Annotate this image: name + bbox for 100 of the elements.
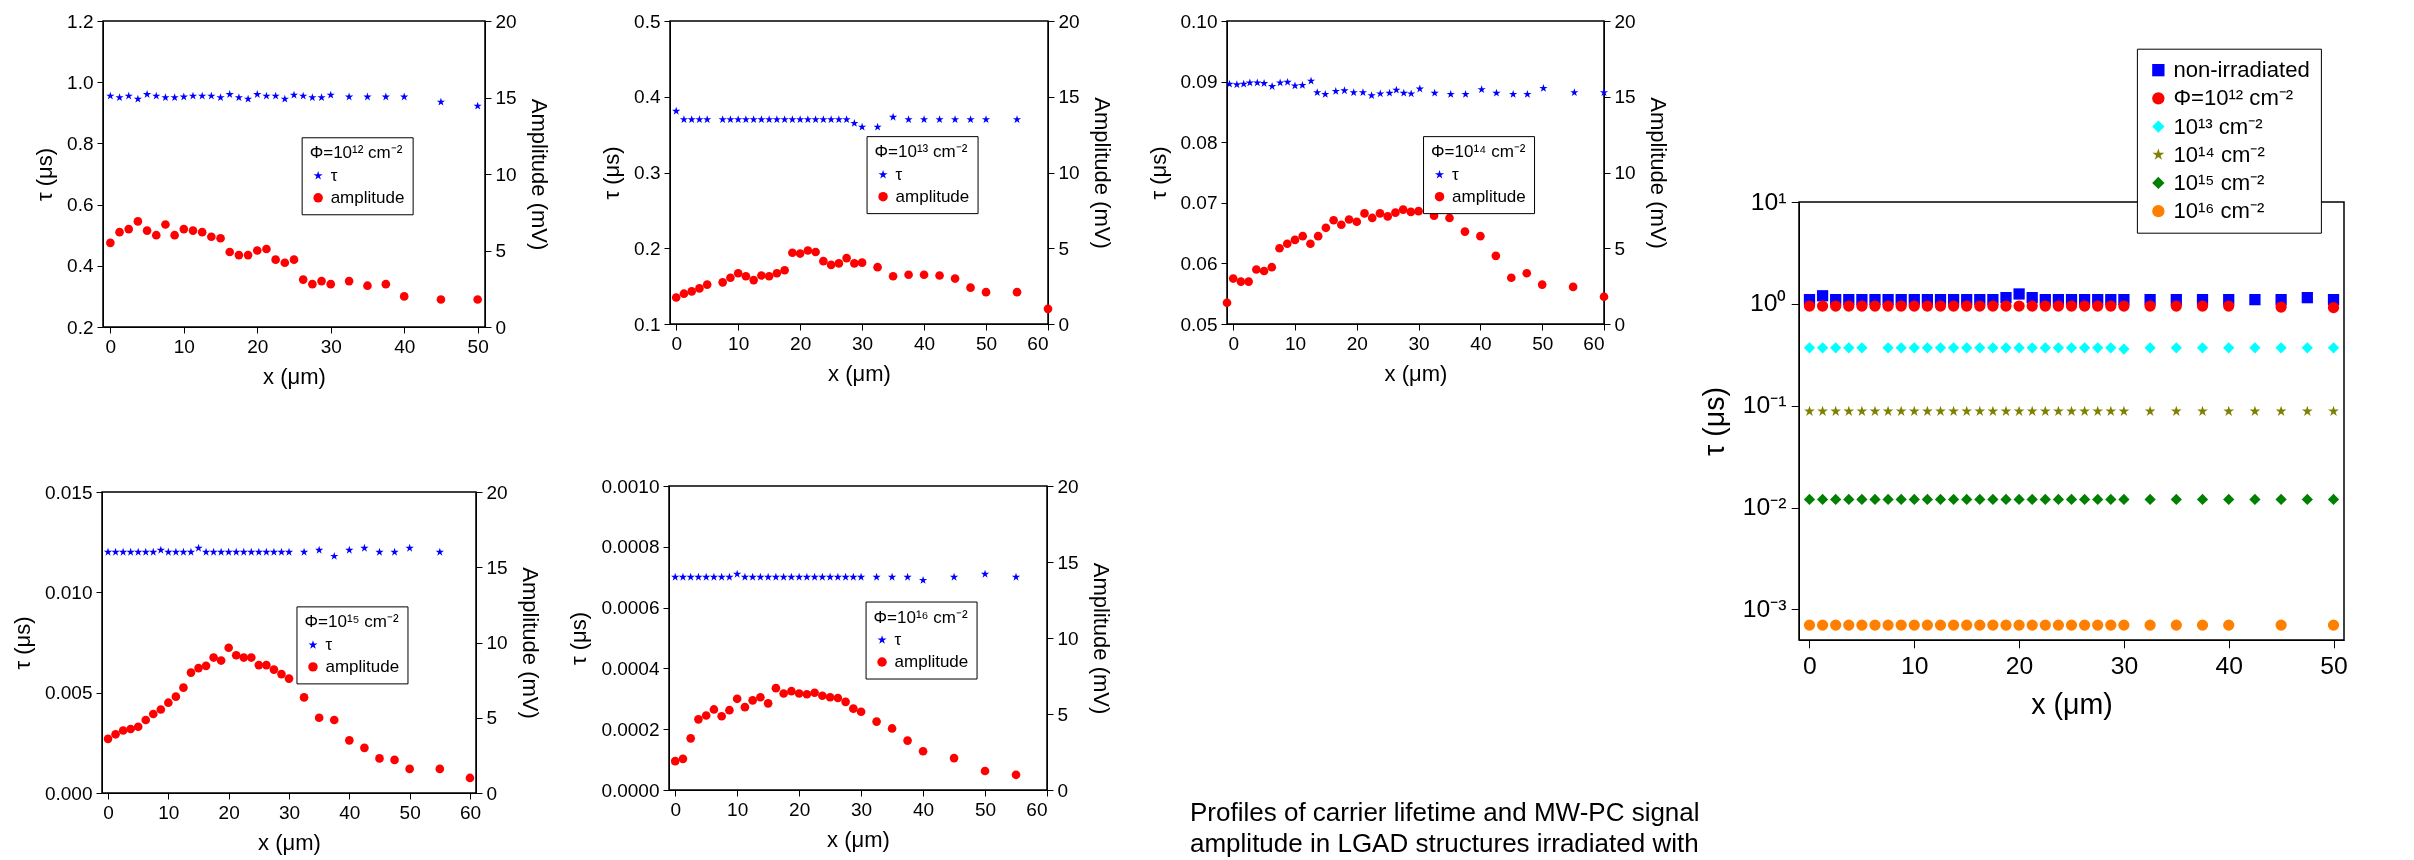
point <box>788 248 797 258</box>
y-tick-label: 0.08 <box>1180 131 1218 153</box>
point <box>787 686 796 696</box>
y2-tick-label: 5 <box>1614 237 1626 259</box>
x-tick-label: 20 <box>2005 651 2034 679</box>
x-tick-label: 40 <box>394 335 416 357</box>
point <box>2327 342 2340 354</box>
point <box>243 250 253 260</box>
point <box>1961 619 1973 631</box>
point <box>1331 86 1340 95</box>
legend-label: τ <box>330 165 338 185</box>
point <box>1313 231 1323 241</box>
point <box>2275 493 2287 506</box>
point <box>702 280 712 289</box>
point <box>1568 282 1578 292</box>
point <box>2118 343 2130 355</box>
point <box>678 754 688 764</box>
point <box>2223 300 2235 312</box>
point <box>224 547 233 556</box>
y-tick-label: 0.0000 <box>601 779 660 801</box>
point <box>1987 342 1999 354</box>
legend-label: τ <box>895 164 903 184</box>
point <box>2000 300 2012 312</box>
point <box>317 93 326 101</box>
point <box>872 717 881 726</box>
point <box>810 688 819 698</box>
point <box>1947 300 1960 312</box>
point <box>2000 619 2012 631</box>
point <box>679 289 689 299</box>
point <box>2039 619 2051 631</box>
point <box>216 656 226 665</box>
point <box>1948 405 1959 416</box>
x-axis-title: x (μm) <box>1384 360 1448 386</box>
point <box>2052 300 2065 312</box>
legend-label: τ <box>325 634 333 654</box>
y2-tick-label: 0 <box>495 316 507 338</box>
point <box>253 90 262 98</box>
y-tick-label: 0.4 <box>634 86 661 108</box>
point <box>734 115 743 123</box>
point <box>2105 493 2117 506</box>
legend-title: Φ=10¹³ cm⁻² <box>874 142 968 162</box>
point <box>1539 83 1548 92</box>
point <box>2066 405 2077 416</box>
point <box>201 661 211 671</box>
legend-title: Φ=10¹⁴ cm⁻² <box>1431 142 1526 162</box>
point <box>1830 300 1842 312</box>
y2-tick-label: 20 <box>486 481 508 503</box>
point <box>1934 619 1947 631</box>
point <box>2052 493 2065 506</box>
point <box>1344 215 1354 224</box>
x-tick-label: 60 <box>1026 798 1048 820</box>
point <box>779 689 788 698</box>
point <box>1222 298 1232 308</box>
point <box>763 699 773 708</box>
point <box>819 115 828 123</box>
point <box>2196 493 2209 506</box>
point <box>1947 342 1960 354</box>
point <box>375 754 384 763</box>
point <box>197 227 207 237</box>
point <box>2196 619 2209 631</box>
point <box>2079 405 2090 416</box>
point <box>1430 88 1439 97</box>
point <box>1895 493 1907 506</box>
point <box>1228 274 1238 283</box>
point <box>1895 300 1907 312</box>
point <box>1843 619 1855 631</box>
point <box>2013 342 2025 354</box>
legend-label: τ <box>1452 164 1460 184</box>
point <box>1321 90 1330 98</box>
point <box>2078 493 2091 506</box>
point <box>679 115 689 123</box>
point <box>399 292 409 301</box>
point <box>330 551 339 560</box>
point <box>2105 300 2117 312</box>
point <box>1340 86 1349 95</box>
point <box>344 276 354 286</box>
point <box>1476 231 1485 241</box>
y-tick-label: 0.010 <box>44 581 93 603</box>
point <box>686 734 696 743</box>
point <box>2052 619 2065 631</box>
point <box>1391 208 1400 217</box>
x-tick-label: 0 <box>105 335 117 357</box>
point <box>1398 205 1408 214</box>
point <box>1869 493 1881 506</box>
point <box>473 101 482 110</box>
point <box>405 543 414 552</box>
y-tick-label: 0.005 <box>44 682 93 704</box>
point <box>1947 493 1960 506</box>
point <box>2223 405 2235 416</box>
point <box>1367 213 1377 223</box>
point <box>1961 300 1973 312</box>
point <box>757 271 766 280</box>
x-tick-label: 10 <box>727 798 749 820</box>
point <box>718 278 727 287</box>
x-tick-label: 60 <box>459 801 482 823</box>
point <box>1830 493 1842 506</box>
point <box>2170 342 2182 354</box>
point <box>726 273 735 283</box>
y-tick-label: 0.2 <box>67 316 94 338</box>
point <box>1830 405 1842 416</box>
